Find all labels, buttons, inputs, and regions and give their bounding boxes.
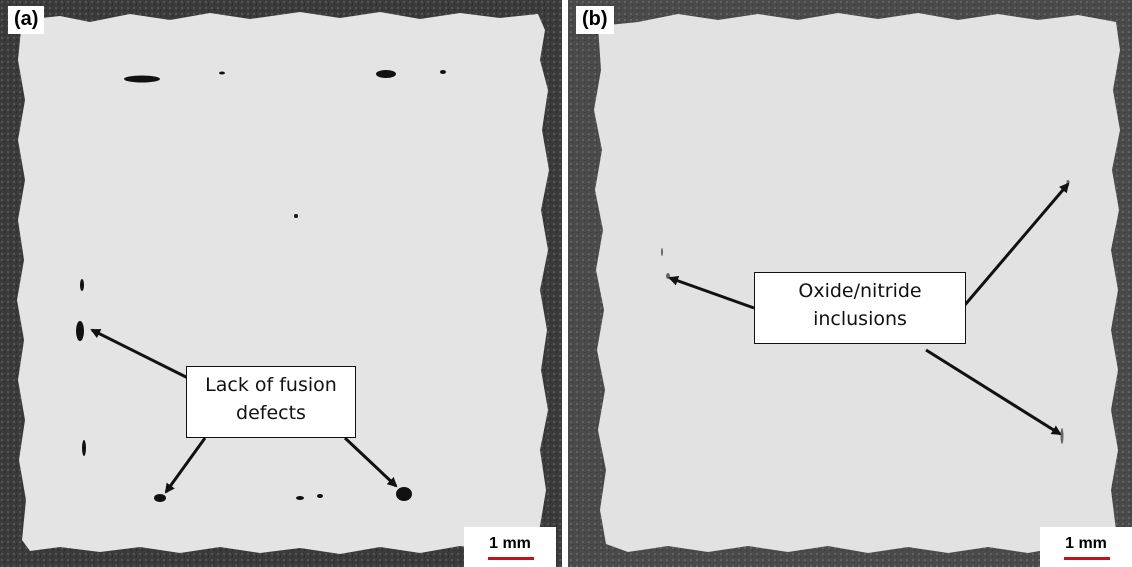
callout-line-1: Lack of fusion bbox=[205, 374, 337, 396]
scale-bar-b: 1 mm bbox=[1040, 527, 1132, 567]
panel-label-b: (b) bbox=[576, 6, 614, 34]
sample-cross-section bbox=[17, 12, 549, 554]
micrograph-panel-b: (b) Oxide/nitride inclusions 1 mm bbox=[568, 0, 1132, 567]
scale-bar-a: 1 mm bbox=[464, 527, 556, 567]
callout-arrows bbox=[668, 182, 1070, 436]
panel-label-a: (a) bbox=[8, 6, 45, 34]
callout-arrows bbox=[90, 328, 398, 494]
callout-lack-of-fusion: Lack of fusion defects bbox=[186, 366, 356, 438]
scale-bar-line bbox=[1064, 557, 1110, 560]
scale-bar-label: 1 mm bbox=[1065, 535, 1107, 552]
micrograph-image-a bbox=[0, 0, 562, 567]
callout-oxide-nitride: Oxide/nitride inclusions bbox=[754, 272, 966, 344]
scale-bar-line bbox=[488, 557, 534, 560]
callout-line-1: Oxide/nitride bbox=[798, 280, 922, 302]
defect-marks bbox=[76, 70, 446, 502]
scale-bar-label: 1 mm bbox=[489, 535, 531, 552]
micrograph-image-b bbox=[568, 0, 1132, 567]
callout-line-2: defects bbox=[236, 402, 306, 424]
micrograph-panel-a: (a) Lack of fusion defects 1 mm bbox=[0, 0, 562, 567]
callout-line-2: inclusions bbox=[813, 308, 907, 330]
